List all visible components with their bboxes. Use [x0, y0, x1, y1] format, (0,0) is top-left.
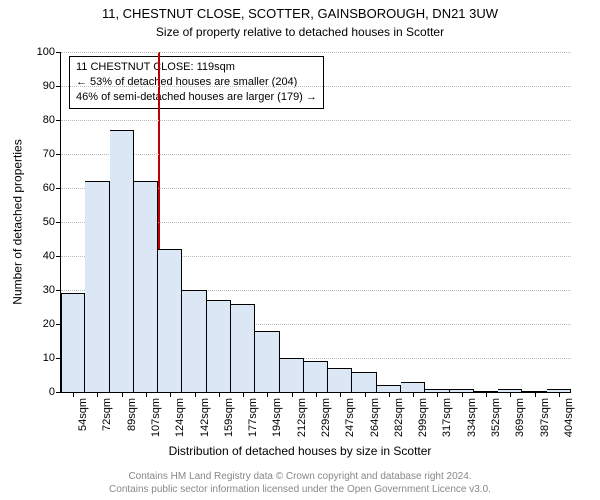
- y-tick-label: 0: [49, 386, 61, 398]
- histogram-bar: [328, 368, 352, 392]
- x-tick-label: 124sqm: [174, 398, 186, 437]
- histogram-bar: [134, 181, 158, 392]
- x-tick-label: 229sqm: [320, 398, 332, 437]
- x-tick-label: 89sqm: [126, 398, 138, 431]
- footer-line1: Contains HM Land Registry data © Crown c…: [0, 471, 600, 484]
- histogram-bar: [61, 293, 85, 392]
- callout-line: ← 53% of detached houses are smaller (20…: [76, 75, 317, 90]
- x-tick-label: 54sqm: [77, 398, 89, 431]
- x-tick-mark: [195, 392, 196, 397]
- y-axis-label: Number of detached properties: [10, 52, 26, 392]
- x-tick-mark: [340, 392, 341, 397]
- histogram-bar: [110, 130, 134, 392]
- y-tick-label: 80: [43, 114, 61, 126]
- grid-line: [61, 86, 571, 87]
- callout-line: 46% of semi-detached houses are larger (…: [76, 90, 317, 105]
- x-tick-mark: [316, 392, 317, 397]
- x-tick-label: 194sqm: [271, 398, 283, 437]
- x-tick-mark: [486, 392, 487, 397]
- x-tick-mark: [413, 392, 414, 397]
- histogram-bar: [352, 372, 376, 392]
- x-tick-mark: [73, 392, 74, 397]
- y-tick-label: 100: [37, 46, 61, 58]
- y-tick-label: 40: [43, 250, 61, 262]
- histogram-bar: [207, 300, 231, 392]
- chart-container: 11, CHESTNUT CLOSE, SCOTTER, GAINSBOROUG…: [0, 0, 600, 500]
- histogram-bar: [304, 361, 328, 392]
- histogram-bar: [85, 181, 109, 392]
- chart-title-line1: 11, CHESTNUT CLOSE, SCOTTER, GAINSBOROUG…: [0, 0, 600, 23]
- histogram-bar: [231, 304, 255, 392]
- y-tick-label: 90: [43, 80, 61, 92]
- x-tick-mark: [267, 392, 268, 397]
- y-tick-label: 20: [43, 318, 61, 330]
- x-tick-mark: [219, 392, 220, 397]
- grid-line: [61, 52, 571, 53]
- histogram-bar: [158, 249, 182, 392]
- grid-line: [61, 120, 571, 121]
- x-tick-mark: [365, 392, 366, 397]
- x-tick-mark: [559, 392, 560, 397]
- x-tick-label: 177sqm: [247, 398, 259, 437]
- x-tick-mark: [535, 392, 536, 397]
- histogram-bar: [182, 290, 206, 392]
- x-tick-label: 72sqm: [101, 398, 113, 431]
- x-tick-label: 212sqm: [296, 398, 308, 437]
- x-tick-label: 299sqm: [417, 398, 429, 437]
- x-tick-label: 282sqm: [393, 398, 405, 437]
- x-tick-mark: [437, 392, 438, 397]
- y-tick-label: 70: [43, 148, 61, 160]
- x-tick-label: 264sqm: [369, 398, 381, 437]
- x-tick-label: 387sqm: [539, 398, 551, 437]
- x-tick-mark: [510, 392, 511, 397]
- plot-area: 11 CHESTNUT CLOSE: 119sqm← 53% of detach…: [60, 52, 571, 393]
- x-tick-label: 334sqm: [466, 398, 478, 437]
- x-tick-label: 142sqm: [199, 398, 211, 437]
- histogram-bar: [401, 382, 425, 392]
- y-tick-label: 10: [43, 352, 61, 364]
- x-tick-mark: [389, 392, 390, 397]
- chart-title-line2: Size of property relative to detached ho…: [0, 23, 600, 39]
- x-tick-label: 404sqm: [563, 398, 575, 437]
- x-tick-mark: [97, 392, 98, 397]
- x-tick-mark: [292, 392, 293, 397]
- x-tick-mark: [146, 392, 147, 397]
- x-axis-label: Distribution of detached houses by size …: [0, 444, 600, 458]
- histogram-bar: [280, 358, 304, 392]
- x-tick-mark: [243, 392, 244, 397]
- histogram-bar: [255, 331, 279, 392]
- x-tick-label: 159sqm: [223, 398, 235, 437]
- callout-box: 11 CHESTNUT CLOSE: 119sqm← 53% of detach…: [69, 56, 324, 109]
- histogram-bar: [377, 385, 401, 392]
- x-tick-mark: [462, 392, 463, 397]
- footer-line2: Contains public sector information licen…: [0, 484, 600, 497]
- y-tick-label: 30: [43, 284, 61, 296]
- x-tick-label: 247sqm: [344, 398, 356, 437]
- x-tick-mark: [122, 392, 123, 397]
- y-tick-label: 60: [43, 182, 61, 194]
- x-tick-label: 369sqm: [514, 398, 526, 437]
- callout-line: 11 CHESTNUT CLOSE: 119sqm: [76, 60, 317, 75]
- grid-line: [61, 154, 571, 155]
- x-tick-label: 352sqm: [490, 398, 502, 437]
- x-tick-mark: [170, 392, 171, 397]
- y-tick-label: 50: [43, 216, 61, 228]
- footer-attribution: Contains HM Land Registry data © Crown c…: [0, 471, 600, 496]
- x-tick-label: 107sqm: [150, 398, 162, 437]
- x-tick-label: 317sqm: [441, 398, 453, 437]
